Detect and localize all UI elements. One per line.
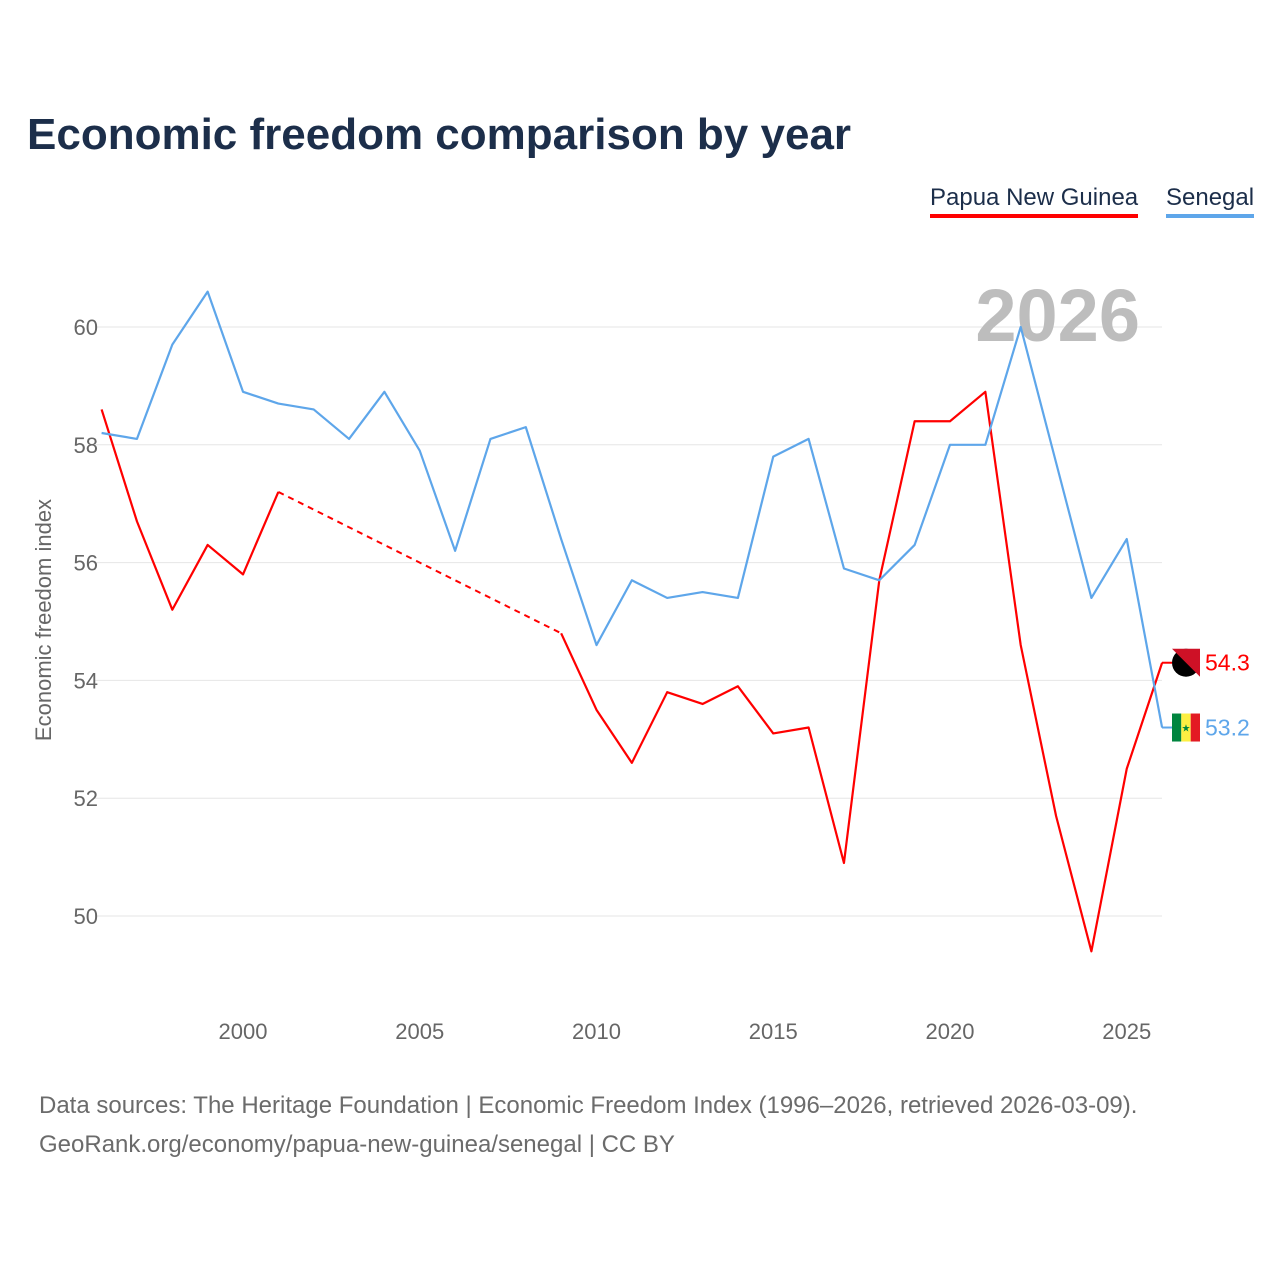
x-tick-label: 2015 [749,1019,798,1044]
end-labels: 54.3 ★ 53.2 [1162,648,1250,742]
x-tick-label: 2010 [572,1019,621,1044]
gridlines: 50 52 54 56 58 60 2000 2005 2010 2015 2020 2025 [74,315,1162,1044]
legend-senegal[interactable]: Senegal [1166,184,1255,218]
series-line-senegal [101,290,1164,728]
series-line-papua-new-guinea [100,409,280,611]
chart-title: Economic freedom comparison by year [27,110,852,159]
series-lines [100,290,1164,953]
senegal-flag-icon: ★ [1172,713,1200,742]
papua-new-guinea-flag-icon [1172,648,1200,677]
y-tick-label: 50 [74,904,98,929]
series-line-papua-new-guinea [560,390,1164,953]
y-tick-label: 58 [74,433,98,458]
x-tick-label: 2020 [926,1019,975,1044]
legend-papua-new-guinea[interactable]: Papua New Guinea [930,184,1139,218]
end-value-label-papua-new-guinea: 54.3 [1205,650,1250,676]
y-tick-label: 52 [74,786,98,811]
series-gap-papua-new-guinea [277,491,562,635]
end-value-label-senegal: 53.2 [1205,715,1250,741]
footer-line-2[interactable]: GeoRank.org/economy/papua-new-guinea/sen… [39,1131,675,1158]
y-tick-label: 56 [74,551,98,576]
flag-red [1190,713,1200,742]
y-tick-label: 54 [74,668,98,693]
y-axis-label: Economic freedom index [31,499,56,741]
footer-line-1: Data sources: The Heritage Foundation | … [39,1092,1138,1119]
flag-yellow [1181,713,1191,742]
x-tick-label: 2000 [219,1019,268,1044]
footer-source: Data sources: The Heritage Foundation | … [39,1086,1137,1164]
x-tick-label: 2005 [395,1019,444,1044]
flag-red [1172,648,1200,677]
flag-star: ★ [1182,724,1191,735]
year-watermark: 2026 [975,274,1140,357]
x-tick-label: 2025 [1102,1019,1151,1044]
y-tick-label: 60 [74,315,98,340]
flag-green [1172,713,1182,742]
